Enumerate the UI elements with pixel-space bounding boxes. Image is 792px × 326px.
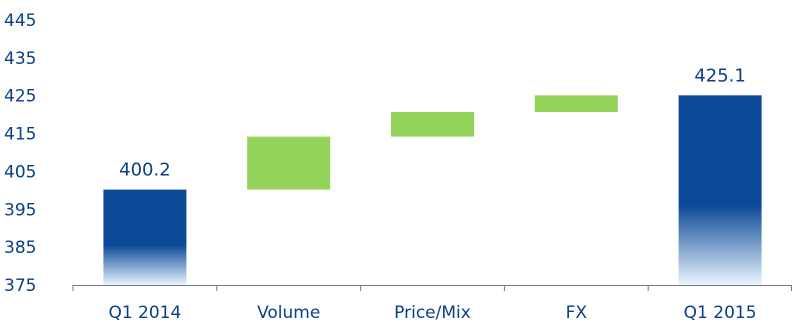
y-tick-label: 435 [4,49,36,69]
x-category-label: Q1 2014 [108,303,181,323]
y-tick-label: 425 [4,87,36,107]
y-tick-label: 385 [4,238,36,258]
total-bar [678,95,762,285]
y-tick-label: 395 [4,200,36,220]
y-tick-label: 375 [4,276,36,296]
x-category-label: Q1 2015 [684,303,757,323]
data-labels: 400.2 425.1 [119,65,746,180]
bars [103,95,762,285]
y-tick-label: 405 [4,162,36,182]
x-category-label: FX [566,303,588,323]
bar-value-label: 425.1 [694,65,746,86]
x-category-label: Price/Mix [394,303,471,323]
y-tick-label: 445 [4,11,36,31]
x-axis: Q1 2014 Volume Price/Mix FX Q1 2015 [72,285,792,323]
y-tick-label: 415 [4,125,36,145]
delta-bar [247,136,331,190]
x-category-label: Volume [257,303,320,323]
y-axis: 375 385 395 405 415 425 435 445 [4,11,36,296]
bar-value-label: 400.2 [119,160,171,181]
total-bar [103,189,187,285]
delta-bar [391,111,474,137]
delta-bar [534,95,618,112]
